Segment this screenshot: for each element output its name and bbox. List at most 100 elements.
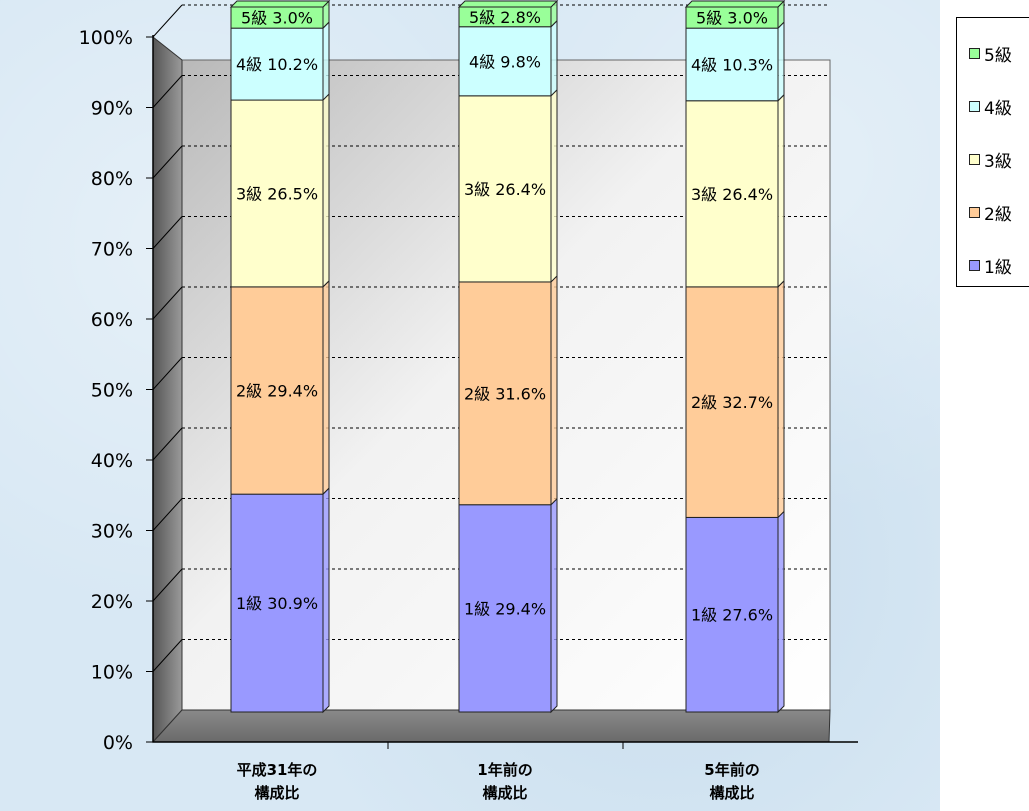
gridline-diagonal bbox=[152, 4, 183, 38]
bar-segment-4級: 4級 10.3% bbox=[685, 20, 785, 102]
bar-top-5級 bbox=[457, 0, 559, 8]
x-tick-label: 平成31年の bbox=[237, 761, 318, 779]
bar-1級 bbox=[458, 504, 552, 713]
data-label: 2級 31.6% bbox=[464, 384, 546, 403]
legend-label: 1級 bbox=[984, 257, 1012, 278]
y-tick-label: 100% bbox=[79, 27, 133, 49]
legend-item: 3級 bbox=[969, 148, 1012, 172]
data-label: 1級 30.9% bbox=[236, 594, 318, 613]
x-tick-label: 構成比 bbox=[482, 784, 527, 802]
bar-3級 bbox=[230, 99, 324, 288]
legend-label: 2級 bbox=[984, 204, 1012, 225]
data-label: 4級 9.8% bbox=[469, 52, 541, 71]
y-tick-labels: 0% 10% 20% 30% 40% 50% 60% 70% 80% 90% 100% bbox=[79, 27, 133, 754]
legend-swatch bbox=[969, 206, 980, 218]
bars: 1級 30.9% 2級 29.4% 3級 26.5% 4級 10.2% 5級 3.0% 1… bbox=[229, 0, 786, 714]
y-tick-label: 80% bbox=[91, 168, 133, 190]
floor bbox=[151, 709, 831, 743]
axes bbox=[146, 35, 858, 749]
bar-side-2級 bbox=[777, 279, 785, 519]
gridline-diagonal bbox=[152, 216, 183, 249]
side-wall bbox=[152, 35, 183, 744]
bar-side-2級 bbox=[550, 274, 558, 506]
x-tick-label: 5年前の bbox=[704, 761, 759, 779]
gridline-diagonal bbox=[152, 357, 183, 390]
bar-side-4級 bbox=[777, 20, 785, 102]
bar-4級 bbox=[685, 27, 779, 102]
data-label: 5級 2.8% bbox=[469, 8, 541, 27]
bar-side-1級 bbox=[322, 486, 330, 714]
bar-segment-1級: 1級 29.4% bbox=[458, 497, 558, 714]
bar-side-3級 bbox=[777, 93, 785, 289]
gridline-diagonal bbox=[152, 75, 183, 108]
bar-1級 bbox=[230, 493, 324, 713]
legend-label: 5級 bbox=[984, 45, 1012, 66]
y-tick-label: 90% bbox=[91, 98, 133, 120]
legend-item: 1級 bbox=[969, 254, 1012, 278]
data-label: 3級 26.4% bbox=[691, 185, 773, 204]
bar-1級 bbox=[685, 516, 779, 713]
y-tick-label: 40% bbox=[91, 450, 133, 472]
legend-swatch bbox=[969, 259, 980, 271]
bar-segment-5級: 5級 2.8% bbox=[457, 0, 559, 28]
chart-area: 1級 30.9% 2級 29.4% 3級 26.5% 4級 10.2% 5級 3.0% 1… bbox=[0, 0, 940, 811]
y-tick-label: 70% bbox=[91, 239, 133, 261]
y-tick-label: 20% bbox=[91, 591, 133, 613]
data-label: 2級 32.7% bbox=[691, 393, 773, 412]
legend-swatch bbox=[969, 47, 980, 59]
y-tick-label: 10% bbox=[91, 662, 133, 684]
bar-4級 bbox=[458, 26, 552, 97]
data-label: 2級 29.4% bbox=[236, 382, 318, 401]
bar-segment-5級: 5級 3.0% bbox=[229, 0, 331, 30]
bar-segment-3級: 3級 26.4% bbox=[685, 93, 785, 289]
gridline-diagonal bbox=[152, 427, 183, 461]
bar-top-5級 bbox=[229, 0, 331, 8]
y-tick-label: 30% bbox=[91, 521, 133, 543]
legend: 5級 4級 3級 2級 1級 bbox=[956, 17, 1029, 287]
legend-swatch bbox=[969, 153, 980, 165]
legend-label: 3級 bbox=[984, 151, 1012, 172]
data-label: 1級 29.4% bbox=[464, 599, 546, 618]
bar-segment-3級: 3級 26.4% bbox=[458, 88, 558, 284]
legend-item: 2級 bbox=[969, 201, 1012, 225]
gridline-diagonal bbox=[152, 639, 183, 672]
bar-top-5級 bbox=[684, 0, 786, 8]
bar-segment-2級: 2級 29.4% bbox=[230, 279, 330, 496]
bar-2級 bbox=[685, 286, 779, 518]
bar-3級 bbox=[458, 95, 552, 283]
bar-side-4級 bbox=[322, 20, 330, 102]
gridline-diagonal bbox=[152, 145, 183, 179]
legend-item: 4級 bbox=[969, 95, 1012, 119]
data-label: 5級 3.0% bbox=[696, 9, 768, 28]
y-tick-label: 0% bbox=[103, 732, 133, 754]
bar-side-4級 bbox=[550, 19, 558, 98]
bar-side-3級 bbox=[550, 88, 558, 284]
bar-side-3級 bbox=[322, 92, 330, 289]
x-tick-label: 1年前の bbox=[477, 761, 532, 779]
data-label: 4級 10.2% bbox=[236, 55, 318, 74]
data-label: 4級 10.3% bbox=[691, 55, 773, 74]
x-tick-label: 構成比 bbox=[709, 784, 754, 802]
bar-segment-1級: 1級 27.6% bbox=[685, 510, 785, 714]
bar-3級 bbox=[685, 100, 779, 288]
legend-swatch bbox=[969, 100, 980, 112]
bar-side-1級 bbox=[777, 510, 785, 714]
gridline-diagonal bbox=[152, 498, 183, 531]
data-label: 1級 27.6% bbox=[691, 606, 773, 625]
data-label: 3級 26.5% bbox=[236, 184, 318, 203]
data-label: 5級 3.0% bbox=[241, 9, 313, 28]
bar-segment-3級: 3級 26.5% bbox=[230, 92, 330, 289]
y-tick-label: 50% bbox=[91, 380, 133, 402]
bar-segment-2級: 2級 31.6% bbox=[458, 274, 558, 506]
bar-side-1級 bbox=[550, 497, 558, 714]
legend-label: 4級 bbox=[984, 98, 1012, 119]
gridline-diagonal bbox=[152, 568, 183, 602]
data-label: 3級 26.4% bbox=[464, 180, 546, 199]
bar-segment-5級: 5級 3.0% bbox=[684, 0, 786, 30]
gridline-diagonal bbox=[152, 286, 183, 320]
x-tick-label: 構成比 bbox=[254, 784, 299, 802]
bar-2級 bbox=[230, 286, 324, 495]
stacked-bar-chart: 1級 30.9% 2級 29.4% 3級 26.5% 4級 10.2% 5級 3.0% 1… bbox=[79, 0, 858, 802]
bar-segment-4級: 4級 9.8% bbox=[458, 19, 558, 98]
